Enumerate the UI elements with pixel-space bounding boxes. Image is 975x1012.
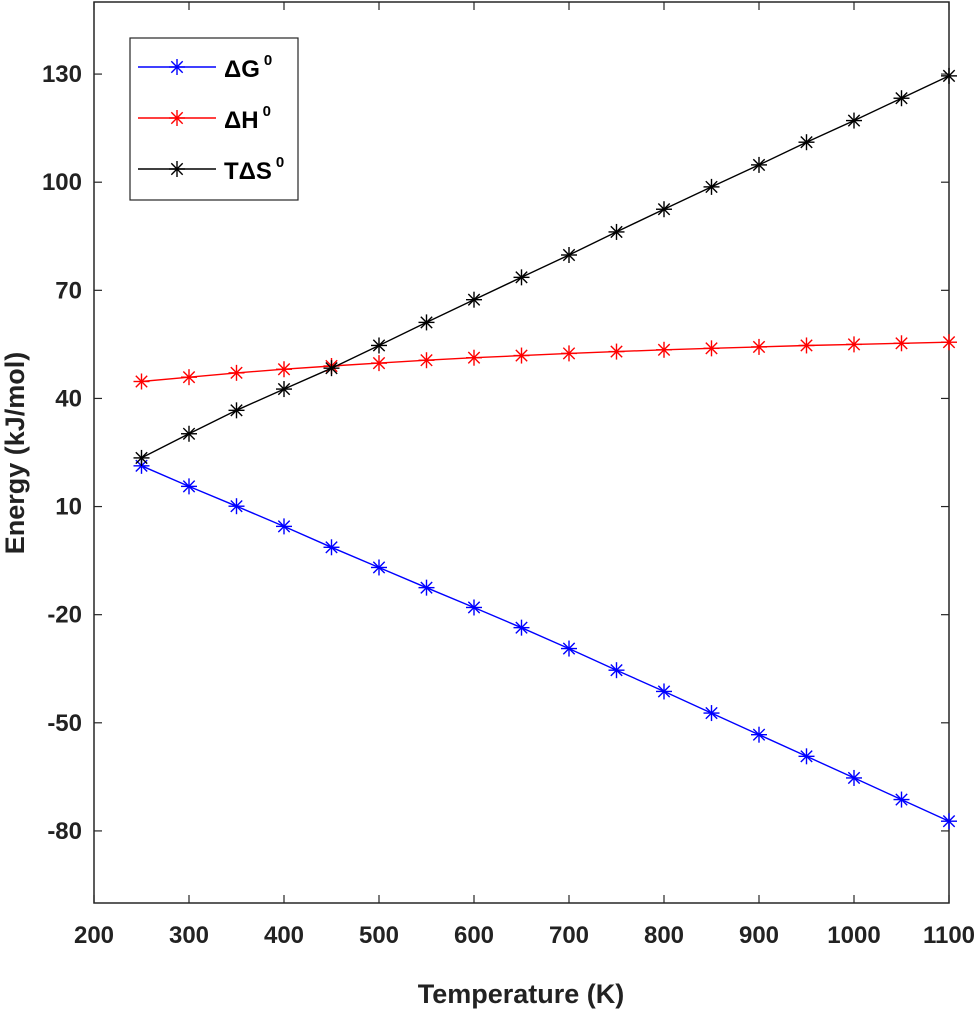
data-point	[798, 337, 815, 354]
data-point	[228, 402, 245, 419]
data-point	[561, 345, 577, 362]
data-point	[513, 347, 530, 364]
data-point	[228, 498, 245, 515]
y-tick-label: -20	[47, 602, 82, 629]
x-tick-label: 1100	[923, 922, 975, 949]
y-tick-label: 70	[55, 277, 82, 304]
x-tick-label: 300	[169, 922, 209, 949]
data-point	[276, 381, 292, 398]
data-point	[418, 579, 435, 596]
series-2	[133, 67, 957, 466]
data-point	[466, 599, 482, 616]
data-point	[276, 518, 292, 535]
y-tick-label: 40	[55, 385, 82, 412]
data-point	[941, 67, 957, 84]
data-point	[751, 726, 767, 743]
data-point	[846, 112, 862, 129]
legend-marker	[169, 161, 185, 177]
data-point	[941, 334, 957, 351]
data-point	[656, 201, 672, 218]
legend-box	[129, 37, 299, 201]
x-axis-label: Temperature (K)	[418, 979, 625, 1009]
series-0	[133, 457, 957, 830]
data-point	[846, 769, 862, 786]
data-point	[608, 343, 625, 360]
data-point	[371, 337, 387, 354]
x-tick-label: 600	[454, 922, 494, 949]
series-layer	[133, 67, 957, 830]
data-point	[608, 662, 625, 679]
data-point	[418, 352, 435, 369]
data-point	[561, 247, 577, 264]
data-point	[466, 349, 482, 366]
series-line	[141, 465, 950, 822]
data-point	[751, 156, 767, 173]
legend: ΔG 0 ΔH 0 TΔS 0	[129, 37, 299, 201]
data-point	[181, 425, 197, 442]
legend-item: ΔH 0	[138, 103, 271, 134]
data-point	[893, 335, 910, 352]
legend-marker	[169, 59, 185, 75]
data-point	[751, 338, 767, 355]
legend-label: TΔS 0	[224, 154, 284, 185]
data-point	[466, 291, 482, 308]
data-point	[656, 341, 672, 358]
y-axis: -80 -50 -20 10 40 70 100 130	[42, 61, 949, 845]
x-tick-label: 500	[359, 922, 399, 949]
x-tick-label: 800	[644, 922, 684, 949]
data-point	[561, 640, 577, 657]
data-point	[181, 478, 197, 495]
data-point	[228, 364, 245, 381]
data-point	[703, 705, 720, 722]
legend-marker	[169, 110, 185, 126]
data-point	[133, 373, 150, 390]
y-tick-label: 130	[42, 61, 82, 88]
data-point	[323, 360, 340, 377]
data-point	[608, 223, 625, 240]
data-point	[798, 134, 815, 151]
data-point	[656, 683, 672, 700]
data-point	[846, 336, 862, 353]
data-point	[181, 369, 197, 386]
legend-label: ΔH 0	[224, 103, 271, 134]
y-axis-label: Energy (kJ/mol)	[0, 352, 30, 555]
x-tick-label: 700	[549, 922, 589, 949]
series-line	[141, 75, 950, 459]
x-tick-label: 1000	[827, 922, 880, 949]
y-tick-label: 10	[55, 494, 82, 521]
x-axis: 200 300 400 500 600 700 800 900 1000 1100	[74, 2, 975, 949]
data-point	[371, 559, 387, 576]
x-tick-label: 400	[264, 922, 304, 949]
data-point	[513, 269, 530, 286]
legend-item: ΔG 0	[138, 52, 272, 83]
series-1	[133, 334, 957, 390]
data-point	[323, 539, 340, 556]
data-point	[893, 791, 910, 808]
data-point	[703, 340, 720, 357]
y-tick-label: -80	[47, 818, 82, 845]
data-point	[513, 619, 530, 636]
data-point	[703, 178, 720, 195]
legend-item: TΔS 0	[138, 154, 284, 185]
data-point	[276, 361, 292, 378]
data-point	[371, 355, 387, 372]
data-point	[893, 90, 910, 107]
x-tick-label: 200	[74, 922, 114, 949]
data-point	[941, 813, 957, 830]
data-point	[418, 314, 435, 331]
x-tick-label: 900	[739, 922, 779, 949]
legend-label: ΔG 0	[224, 52, 272, 83]
y-tick-label: 100	[42, 169, 82, 196]
data-point	[133, 449, 150, 466]
data-point	[798, 748, 815, 765]
y-tick-label: -50	[47, 710, 82, 737]
